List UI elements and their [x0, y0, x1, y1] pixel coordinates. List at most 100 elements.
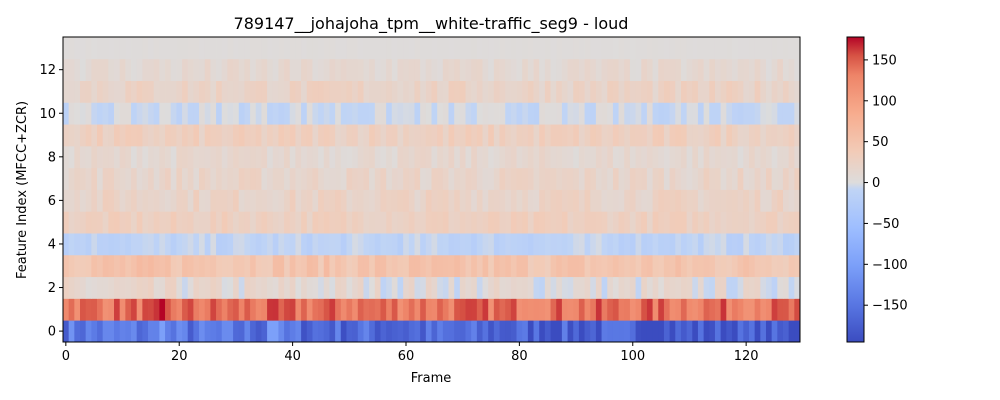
heatmap-cell — [692, 80, 699, 103]
heatmap-cell — [233, 102, 240, 125]
heatmap-cell — [170, 233, 177, 256]
heatmap-cell — [346, 37, 353, 60]
heatmap-cell — [573, 320, 580, 343]
heatmap-cell — [561, 320, 568, 343]
heatmap-cell — [318, 211, 325, 234]
heatmap-cell — [403, 80, 410, 103]
heatmap-cell — [476, 80, 483, 103]
heatmap-cell — [306, 254, 313, 278]
heatmap-cell — [567, 276, 574, 299]
heatmap-cell — [635, 320, 642, 343]
heatmap-cell — [714, 254, 722, 278]
heatmap-cell — [380, 167, 387, 190]
heatmap-cell — [386, 58, 393, 81]
heatmap-cell — [726, 233, 733, 256]
heatmap-cell — [318, 145, 325, 169]
heatmap-cell — [380, 254, 387, 278]
heatmap-cell — [119, 189, 126, 212]
heatmap-cell — [119, 320, 126, 343]
heatmap-cell — [68, 167, 75, 190]
heatmap-cell — [204, 276, 211, 299]
heatmap-cell — [301, 189, 308, 212]
heatmap-cell — [556, 102, 563, 125]
heatmap-cell — [85, 58, 92, 81]
heatmap-cell — [148, 320, 155, 343]
heatmap-cell — [567, 80, 574, 103]
heatmap-cell — [340, 254, 347, 278]
heatmap-cell — [380, 102, 387, 125]
heatmap-cell — [771, 189, 778, 212]
heatmap-cell — [159, 211, 166, 234]
heatmap-cell — [312, 211, 319, 234]
heatmap-cell — [748, 37, 756, 60]
heatmap-cell — [306, 58, 313, 81]
heatmap-cell — [663, 233, 671, 256]
heatmap-cell — [686, 233, 693, 256]
heatmap-cell — [131, 189, 138, 212]
heatmap-cell — [97, 167, 104, 190]
heatmap-cell — [329, 320, 336, 343]
heatmap-cell — [641, 254, 648, 278]
heatmap-cell — [329, 211, 336, 234]
heatmap-cell — [618, 167, 625, 190]
heatmap-cell — [544, 320, 551, 343]
heatmap-cell — [210, 233, 217, 256]
heatmap-cell — [510, 298, 517, 321]
heatmap-cell — [335, 254, 342, 278]
heatmap-cell — [403, 233, 410, 256]
heatmap-cell — [765, 80, 773, 103]
heatmap-cell — [272, 298, 279, 321]
heatmap-cell — [454, 102, 461, 125]
heatmap-cell — [391, 233, 398, 256]
heatmap-cell — [182, 58, 189, 81]
heatmap-cell — [216, 102, 223, 125]
heatmap-cell — [703, 102, 710, 125]
heatmap-cell — [522, 124, 529, 147]
heatmap-cell — [142, 189, 149, 212]
heatmap-cell — [238, 145, 245, 169]
heatmap-cell — [686, 145, 693, 169]
heatmap-cell — [216, 189, 223, 212]
heatmap-cell — [748, 211, 756, 234]
heatmap-cell — [369, 254, 376, 278]
heatmap-cell — [493, 145, 500, 169]
heatmap-cell — [148, 233, 155, 256]
heatmap-cell — [624, 233, 631, 256]
heatmap-cell — [318, 37, 325, 60]
heatmap-cell — [476, 37, 483, 60]
heatmap-cell — [306, 80, 313, 103]
heatmap-cell — [91, 80, 98, 103]
heatmap-cell — [465, 298, 472, 321]
heatmap-cell — [794, 233, 801, 256]
heatmap-cell — [165, 233, 172, 256]
heatmap-cell — [578, 58, 585, 81]
heatmap-cell — [697, 233, 705, 256]
heatmap-cell — [210, 320, 217, 343]
heatmap-cell — [567, 189, 574, 212]
heatmap-cell — [323, 145, 330, 169]
heatmap-cell — [193, 254, 200, 278]
heatmap-cell — [210, 189, 217, 212]
heatmap-cell — [590, 145, 597, 169]
heatmap-cell — [680, 124, 688, 147]
heatmap-cell — [261, 167, 268, 190]
heatmap-cell — [652, 298, 659, 321]
heatmap-cell — [148, 276, 155, 299]
heatmap-cell — [97, 233, 104, 256]
x-tick-label: 20 — [171, 349, 188, 364]
heatmap-cell — [142, 233, 149, 256]
heatmap-cell — [527, 276, 534, 299]
heatmap-cell — [403, 320, 410, 343]
heatmap-cell — [408, 124, 415, 147]
heatmap-cell — [176, 37, 183, 60]
heatmap-cell — [85, 37, 92, 60]
heatmap-cell — [125, 58, 132, 81]
heatmap-cell — [193, 189, 200, 212]
heatmap-cell — [159, 80, 166, 103]
heatmap-cell — [414, 211, 421, 234]
heatmap-cell — [329, 233, 336, 256]
heatmap-cell — [340, 298, 347, 321]
heatmap-cell — [488, 189, 495, 212]
heatmap-cell — [148, 145, 155, 169]
heatmap-cell — [573, 80, 580, 103]
